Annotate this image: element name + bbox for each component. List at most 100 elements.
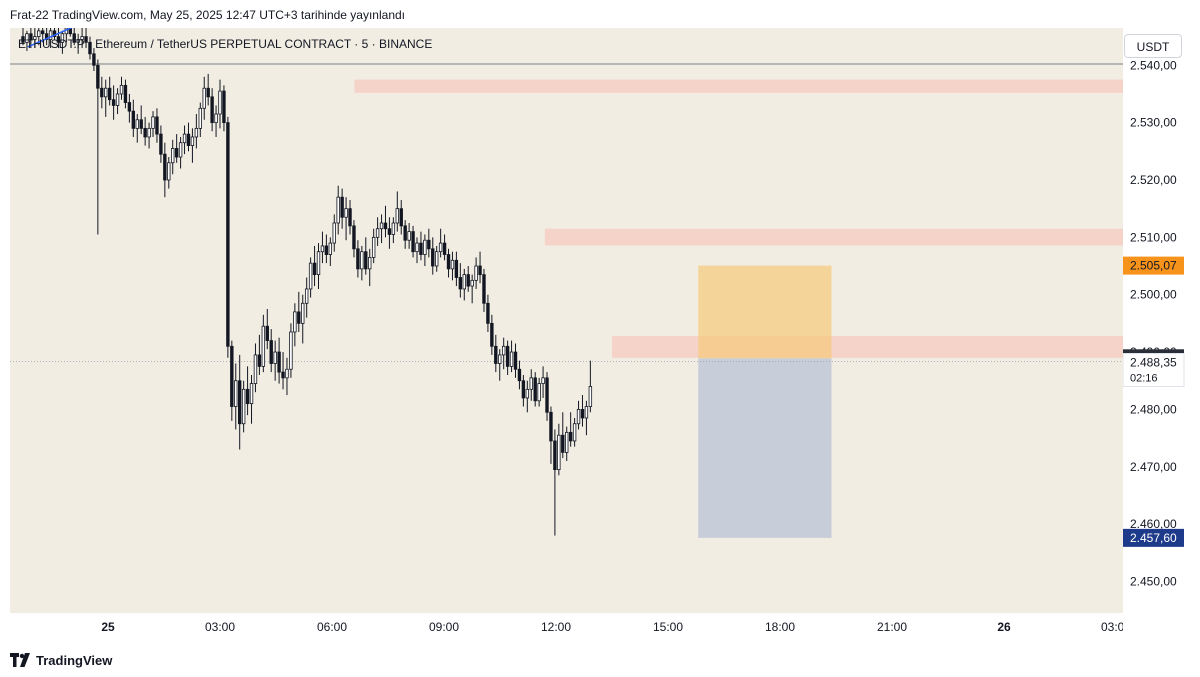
candle-body — [60, 33, 65, 43]
candle-body — [163, 153, 167, 181]
candle-body — [537, 383, 541, 402]
chart-area[interactable]: ETHUSDT.P · Ethereum / TetherUS PERPETUA… — [10, 28, 1123, 613]
time-tick-label: 03:00 — [205, 620, 235, 634]
candle-body — [368, 257, 372, 270]
candle-body — [277, 351, 281, 373]
candle-body — [107, 87, 112, 101]
candle-body — [68, 28, 72, 35]
candle-body — [411, 231, 415, 253]
candle-body — [297, 311, 301, 324]
candle-body — [348, 208, 352, 227]
candle-body — [285, 368, 289, 379]
candle-body — [565, 431, 569, 453]
candle-body — [301, 302, 305, 324]
candle-body — [545, 377, 549, 413]
candle-body — [265, 325, 269, 341]
brand-footer[interactable]: TradingView — [10, 650, 112, 670]
candle-body — [478, 265, 482, 276]
candle-body — [147, 127, 151, 138]
candle-body — [419, 242, 423, 255]
candle-body — [119, 84, 124, 95]
candle-body — [340, 196, 344, 218]
candle-body — [553, 440, 557, 471]
candle-body — [52, 30, 57, 38]
candle-body — [241, 388, 246, 425]
candle-body — [237, 380, 242, 425]
stop-price-label-bg — [1123, 528, 1184, 547]
candle-body — [580, 408, 585, 419]
position-stop-area[interactable] — [698, 358, 832, 538]
currency-button[interactable]: USDT — [1124, 34, 1182, 58]
candle-body — [568, 431, 573, 442]
candle-body — [214, 113, 218, 124]
candle-body — [155, 116, 159, 135]
candle-body — [289, 331, 293, 370]
time-tick-label: 21:00 — [877, 620, 907, 634]
candle-body — [557, 434, 561, 471]
candle-body — [245, 388, 250, 405]
candle-body — [304, 288, 309, 304]
resistance-zone-2[interactable] — [544, 228, 1123, 246]
candle-body — [56, 36, 61, 43]
candle-body — [584, 406, 589, 419]
candle-body — [371, 236, 376, 258]
candle-body — [190, 136, 195, 146]
candle-body — [257, 354, 262, 367]
candle-body — [316, 251, 321, 276]
candle-body — [470, 279, 474, 287]
price-tick-label: 2.500,00 — [1130, 288, 1177, 302]
crosshair-price-label: 2.488,35 — [1130, 356, 1177, 370]
candle-body — [269, 340, 273, 364]
candle-body — [249, 383, 254, 405]
candle-body — [513, 351, 518, 370]
candle-body — [29, 33, 33, 40]
candle-body — [273, 351, 277, 364]
candle-body — [517, 368, 522, 382]
time-tick-label: 03:00 — [1101, 620, 1123, 634]
candle-body — [131, 110, 136, 129]
candle-body — [446, 254, 451, 270]
candle-body — [100, 87, 104, 98]
candle-body — [151, 116, 155, 129]
candle-body — [104, 87, 108, 98]
position-target-area[interactable] — [698, 265, 832, 359]
time-axis[interactable]: 25 03:00 06:00 09:00 12:00 15:00 18:00 21:00 26 0… — [10, 613, 1131, 641]
symbol-description[interactable]: ETHUSDT.P · Ethereum / TetherUS PERPETUA… — [18, 37, 433, 51]
publication-bar: Frat-22 TradingView.com, May 25, 2025 12… — [0, 0, 1200, 28]
candle-body — [33, 36, 37, 40]
time-tick-label: 09:00 — [429, 620, 459, 634]
resistance-zone-3[interactable] — [612, 335, 1123, 358]
candle-body — [186, 133, 191, 146]
price-tick-label: 2.510,00 — [1130, 230, 1177, 244]
time-tick-label: 18:00 — [765, 620, 795, 634]
candle-body — [572, 423, 577, 442]
candle-body — [336, 196, 340, 224]
stop-price-label: 2.457,60 — [1130, 531, 1177, 545]
candle-body — [21, 36, 25, 43]
price-axis[interactable]: 2.540,00 2.530,00 2.520,00 2.510,00 2.500,00… — [1122, 28, 1190, 613]
candle-body — [438, 242, 443, 253]
candle-body — [356, 248, 360, 270]
candle-body — [261, 325, 266, 367]
candle-body — [474, 265, 478, 281]
candle-body — [293, 311, 297, 333]
candle-body — [174, 148, 179, 158]
candle-body — [222, 90, 226, 124]
candle-body — [88, 41, 92, 55]
candle-body — [210, 96, 214, 124]
candle-body — [312, 262, 317, 276]
price-scale[interactable]: 2.540,00 2.530,00 2.520,00 2.510,00 2.500,00… — [1122, 28, 1190, 613]
candle-body — [194, 127, 199, 138]
time-scale[interactable]: 25 03:00 06:00 09:00 12:00 15:00 18:00 21:00 26 0… — [10, 613, 1131, 641]
candle-body — [415, 242, 419, 253]
candle-body — [230, 345, 234, 407]
trendline[interactable] — [27, 28, 101, 48]
resistance-zone-1[interactable] — [354, 79, 1123, 93]
time-tick-label: 06:00 — [317, 620, 347, 634]
time-tick-label: 26 — [997, 620, 1011, 634]
candle-body — [40, 30, 45, 35]
price-chart[interactable] — [10, 28, 1123, 613]
tradingview-logo-icon — [10, 653, 30, 667]
candle-body — [403, 225, 407, 241]
brand-name: TradingView — [36, 652, 113, 668]
